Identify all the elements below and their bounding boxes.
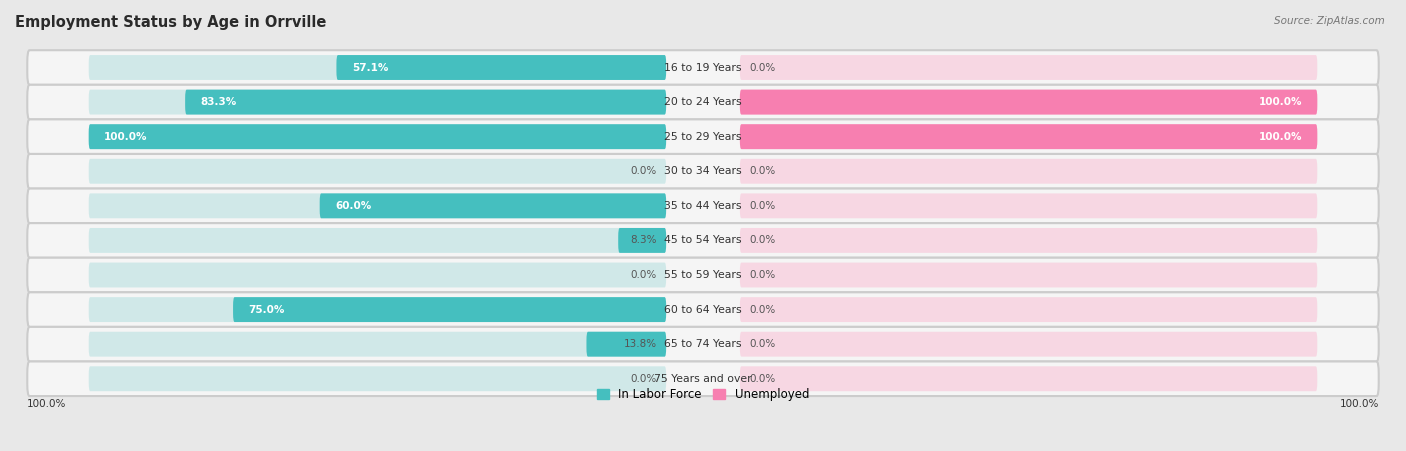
Text: 0.0%: 0.0%: [749, 201, 775, 211]
Text: 0.0%: 0.0%: [749, 235, 775, 245]
FancyBboxPatch shape: [233, 297, 666, 322]
FancyBboxPatch shape: [740, 332, 1317, 357]
Text: 35 to 44 Years: 35 to 44 Years: [664, 201, 742, 211]
Text: 100.0%: 100.0%: [1258, 97, 1302, 107]
FancyBboxPatch shape: [89, 159, 666, 184]
FancyBboxPatch shape: [89, 366, 666, 391]
FancyBboxPatch shape: [27, 154, 1379, 189]
FancyBboxPatch shape: [27, 223, 1379, 258]
Legend: In Labor Force, Unemployed: In Labor Force, Unemployed: [592, 383, 814, 406]
Text: 65 to 74 Years: 65 to 74 Years: [664, 339, 742, 349]
FancyBboxPatch shape: [619, 228, 666, 253]
FancyBboxPatch shape: [740, 228, 1317, 253]
Text: 20 to 24 Years: 20 to 24 Years: [664, 97, 742, 107]
FancyBboxPatch shape: [740, 124, 1317, 149]
Text: 100.0%: 100.0%: [1340, 399, 1379, 409]
Text: 8.3%: 8.3%: [630, 235, 657, 245]
FancyBboxPatch shape: [319, 193, 666, 218]
Text: 0.0%: 0.0%: [749, 374, 775, 384]
FancyBboxPatch shape: [740, 90, 1317, 115]
FancyBboxPatch shape: [740, 55, 1317, 80]
Text: 0.0%: 0.0%: [749, 304, 775, 315]
FancyBboxPatch shape: [740, 193, 1317, 218]
Text: 13.8%: 13.8%: [624, 339, 657, 349]
Text: 75.0%: 75.0%: [249, 304, 285, 315]
Text: 25 to 29 Years: 25 to 29 Years: [664, 132, 742, 142]
Text: 0.0%: 0.0%: [749, 270, 775, 280]
FancyBboxPatch shape: [27, 189, 1379, 223]
FancyBboxPatch shape: [740, 366, 1317, 391]
FancyBboxPatch shape: [89, 297, 666, 322]
Text: 0.0%: 0.0%: [749, 339, 775, 349]
FancyBboxPatch shape: [27, 258, 1379, 292]
Text: 75 Years and over: 75 Years and over: [654, 374, 752, 384]
Text: 30 to 34 Years: 30 to 34 Years: [664, 166, 742, 176]
FancyBboxPatch shape: [89, 55, 666, 80]
FancyBboxPatch shape: [89, 228, 666, 253]
FancyBboxPatch shape: [186, 90, 666, 115]
FancyBboxPatch shape: [740, 159, 1317, 184]
Text: 60 to 64 Years: 60 to 64 Years: [664, 304, 742, 315]
FancyBboxPatch shape: [89, 262, 666, 287]
FancyBboxPatch shape: [740, 262, 1317, 287]
Text: 57.1%: 57.1%: [352, 63, 388, 73]
Text: 60.0%: 60.0%: [335, 201, 371, 211]
Text: 0.0%: 0.0%: [749, 166, 775, 176]
FancyBboxPatch shape: [27, 85, 1379, 120]
FancyBboxPatch shape: [740, 124, 1317, 149]
Text: 0.0%: 0.0%: [631, 374, 657, 384]
FancyBboxPatch shape: [740, 297, 1317, 322]
Text: 0.0%: 0.0%: [631, 166, 657, 176]
Text: 0.0%: 0.0%: [631, 270, 657, 280]
FancyBboxPatch shape: [89, 124, 666, 149]
FancyBboxPatch shape: [27, 50, 1379, 85]
FancyBboxPatch shape: [89, 193, 666, 218]
Text: 83.3%: 83.3%: [201, 97, 236, 107]
FancyBboxPatch shape: [336, 55, 666, 80]
FancyBboxPatch shape: [89, 124, 666, 149]
FancyBboxPatch shape: [740, 90, 1317, 115]
Text: 45 to 54 Years: 45 to 54 Years: [664, 235, 742, 245]
Text: 100.0%: 100.0%: [27, 399, 66, 409]
Text: 100.0%: 100.0%: [104, 132, 148, 142]
FancyBboxPatch shape: [27, 120, 1379, 154]
FancyBboxPatch shape: [27, 361, 1379, 396]
FancyBboxPatch shape: [27, 327, 1379, 361]
Text: 0.0%: 0.0%: [749, 63, 775, 73]
FancyBboxPatch shape: [27, 292, 1379, 327]
Text: Employment Status by Age in Orrville: Employment Status by Age in Orrville: [15, 15, 326, 30]
FancyBboxPatch shape: [89, 332, 666, 357]
FancyBboxPatch shape: [89, 90, 666, 115]
Text: Source: ZipAtlas.com: Source: ZipAtlas.com: [1274, 16, 1385, 26]
Text: 55 to 59 Years: 55 to 59 Years: [664, 270, 742, 280]
FancyBboxPatch shape: [586, 332, 666, 357]
Text: 100.0%: 100.0%: [1258, 132, 1302, 142]
Text: 16 to 19 Years: 16 to 19 Years: [664, 63, 742, 73]
